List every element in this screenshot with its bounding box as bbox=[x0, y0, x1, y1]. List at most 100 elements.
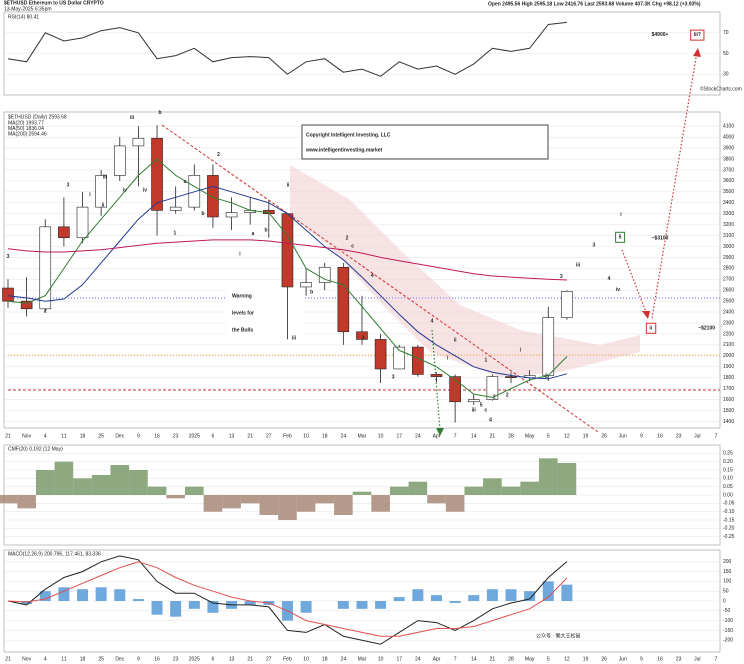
cmf-bar bbox=[427, 495, 446, 504]
y-tick-label: 3000 bbox=[723, 244, 734, 250]
x-tick-label: 18 bbox=[322, 656, 328, 662]
y-tick-label: -100 bbox=[723, 618, 733, 624]
x-tick-label: 23 bbox=[173, 656, 179, 662]
wave-label: c bbox=[484, 407, 487, 413]
copyright-url: www.intelligentinvesting.market bbox=[305, 147, 383, 153]
candle-body bbox=[188, 175, 201, 208]
cmf-bar bbox=[538, 458, 558, 495]
y-tick-label: 2400 bbox=[723, 309, 734, 315]
y-tick-label: 3200 bbox=[723, 222, 734, 228]
x-tick-label: 13 bbox=[229, 656, 235, 662]
cmf-bar bbox=[17, 495, 36, 509]
y-tick-label: 1400 bbox=[723, 419, 734, 425]
candle-body bbox=[20, 300, 33, 310]
x-tick-label: 9 bbox=[640, 656, 643, 662]
candle-body bbox=[337, 266, 350, 333]
cmf-bar bbox=[35, 470, 55, 495]
red-arrow bbox=[621, 249, 647, 313]
x-tick-label: 23 bbox=[676, 433, 682, 439]
label-box bbox=[645, 322, 657, 334]
legend-entry: MA(20) 1993.77 bbox=[8, 120, 44, 126]
candle-body bbox=[318, 266, 331, 283]
y-tick-label: 3900 bbox=[723, 145, 734, 151]
x-tick-label: 21 bbox=[5, 433, 11, 439]
cmf-bar bbox=[278, 495, 297, 520]
x-tick-label: 16 bbox=[657, 656, 663, 662]
y-tick-label: 0.10 bbox=[723, 476, 733, 482]
x-tick-label: 17 bbox=[396, 433, 402, 439]
y-tick-label: 0.15 bbox=[723, 467, 733, 473]
wave-label: 3 bbox=[392, 374, 395, 380]
histogram-bar bbox=[244, 601, 256, 605]
x-tick-label: 24 bbox=[341, 433, 347, 439]
histogram-bar bbox=[132, 599, 144, 601]
histogram-bar bbox=[300, 601, 312, 613]
candle-body bbox=[561, 291, 573, 318]
wave-label: 1 bbox=[174, 230, 177, 236]
wave-label: 5 bbox=[480, 402, 483, 408]
x-tick-label: May bbox=[525, 433, 535, 439]
wave-label: 5 bbox=[619, 234, 622, 240]
wave-label: a bbox=[184, 179, 187, 185]
label-box bbox=[690, 29, 705, 41]
histogram-bar bbox=[207, 601, 219, 613]
cmf-bar bbox=[464, 486, 484, 495]
x-tick-label: 12 bbox=[564, 656, 570, 662]
wave-label: 2 bbox=[493, 394, 496, 400]
y-tick-label: 1800 bbox=[723, 375, 734, 381]
histogram-bar bbox=[412, 589, 424, 601]
arrowhead bbox=[642, 311, 650, 319]
x-tick-label: 9 bbox=[137, 656, 140, 662]
histogram-bar bbox=[77, 589, 89, 601]
x-tick-label: 18 bbox=[322, 433, 328, 439]
histogram-bar bbox=[356, 601, 368, 609]
x-tick-label: Nov bbox=[22, 656, 31, 662]
y-tick-label: 2700 bbox=[723, 277, 734, 283]
y-tick-label: 3600 bbox=[723, 178, 734, 184]
x-tick-label: 21 bbox=[247, 656, 253, 662]
label-box bbox=[615, 231, 626, 243]
candle-body bbox=[430, 374, 443, 377]
y-tick-label: 1700 bbox=[723, 386, 734, 392]
histogram-bar bbox=[58, 587, 70, 601]
wave-label: 4 bbox=[371, 273, 374, 279]
candle-body bbox=[39, 226, 52, 310]
candle-body bbox=[76, 206, 89, 239]
cmf-bar bbox=[445, 495, 465, 512]
y-tick-label: 0 bbox=[723, 598, 726, 604]
y-tick-label: -150 bbox=[723, 628, 733, 634]
y-tick-label: 0.20 bbox=[723, 459, 733, 465]
y-tick-label: 3300 bbox=[723, 211, 734, 217]
x-tick-label: 23 bbox=[676, 656, 682, 662]
y-tick-label: 0.00 bbox=[723, 492, 733, 498]
copyright-box bbox=[301, 124, 549, 160]
y-tick-label: 2500 bbox=[723, 298, 734, 304]
candle-body bbox=[356, 331, 368, 340]
wave-label: b bbox=[310, 289, 313, 295]
histogram-bar bbox=[337, 601, 349, 609]
candle-body bbox=[449, 376, 461, 403]
x-tick-label: 2025 bbox=[189, 656, 200, 662]
cmf-bar bbox=[129, 470, 148, 495]
y-tick-label: 2800 bbox=[723, 266, 734, 272]
cmf-bar bbox=[54, 461, 74, 495]
x-tick-label: 10 bbox=[378, 656, 384, 662]
x-tick-label: Jun bbox=[619, 656, 627, 662]
histogram-bar bbox=[542, 581, 554, 601]
cmf-bar bbox=[483, 478, 502, 495]
cmf-bar bbox=[557, 463, 577, 495]
x-tick-label: 4 bbox=[44, 656, 47, 662]
wave-label: 2 bbox=[217, 152, 220, 158]
x-tick-label: 23 bbox=[173, 433, 179, 439]
x-tick-label: 27 bbox=[266, 656, 272, 662]
trend-line bbox=[161, 124, 599, 433]
x-tick-label: 21 bbox=[247, 433, 253, 439]
wave-label: 2 bbox=[346, 235, 349, 241]
chart-subtitle: 13-May-2025 6:35pm bbox=[4, 6, 52, 12]
candle-body bbox=[207, 175, 219, 218]
x-tick-label: 9 bbox=[640, 433, 643, 439]
histogram-bar bbox=[95, 587, 107, 601]
watermark: 公众号 · 懒大王松鼠 bbox=[536, 632, 580, 639]
wave-label: i bbox=[89, 192, 91, 198]
